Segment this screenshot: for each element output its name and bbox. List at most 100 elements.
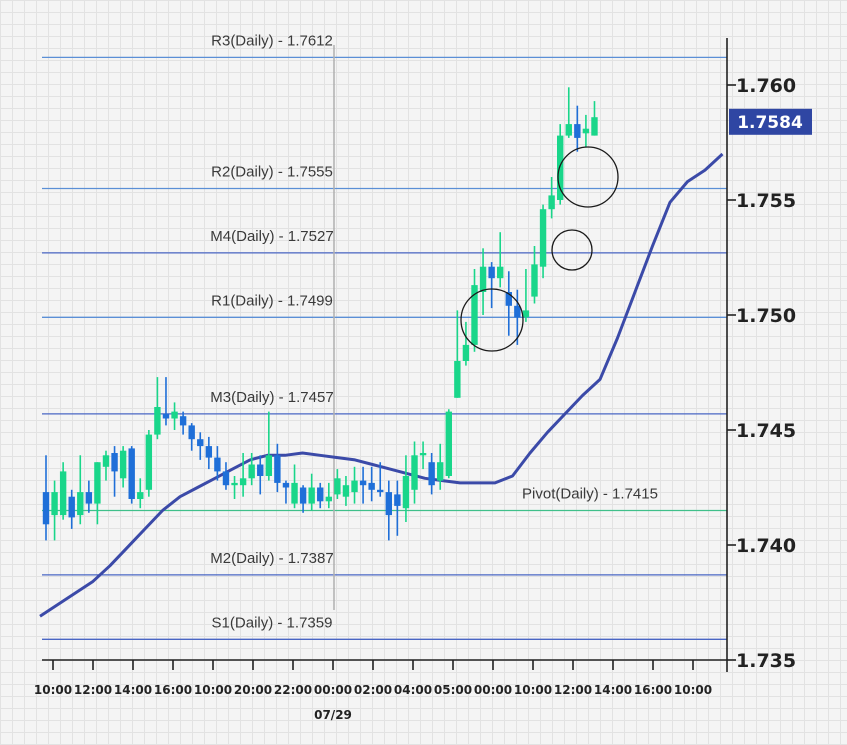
candle-body (154, 407, 161, 435)
candle-body (42, 492, 50, 525)
candle-body (454, 361, 461, 398)
x-axis: 10:00 12:00 14:00 16:00 10:00 20:00 22:00 00:00… (34, 659, 727, 722)
candle-body (385, 492, 392, 516)
candle-body (111, 453, 118, 472)
candle-body (548, 195, 555, 210)
candle-body (514, 305, 521, 318)
y-tick-label: 1.750 (736, 305, 796, 327)
level-label: M4(Daily) - 1.7527 (210, 228, 333, 245)
candle-body (359, 480, 367, 486)
candle-body (299, 487, 307, 504)
candle-body (188, 425, 195, 440)
candle-body (462, 344, 470, 361)
candle-body (557, 135, 564, 200)
candle-body (419, 453, 427, 456)
x-tick-label: 20:00 (234, 683, 272, 697)
candlesticks (42, 87, 598, 541)
highlight-circle (551, 229, 593, 271)
level-label: R3(Daily) - 1.7612 (211, 32, 333, 49)
x-tick-label: 14:00 (594, 683, 632, 697)
level-label: R2(Daily) - 1.7555 (211, 164, 333, 181)
candle-body (51, 492, 58, 516)
candle-body (351, 480, 358, 493)
candle-body (574, 124, 581, 138)
x-tick-label: 10:00 (34, 683, 72, 697)
candle-body (428, 462, 435, 486)
candle-body (591, 117, 598, 136)
candle-body (145, 434, 153, 490)
candle-body (77, 492, 84, 516)
candle-body (317, 487, 324, 502)
candle-body (394, 494, 401, 506)
candle-body (179, 416, 187, 426)
y-tick-label: 1.735 (736, 650, 796, 672)
candle-body (239, 478, 247, 486)
candle-body (128, 448, 135, 499)
x-tick-label: 00:00 (314, 683, 352, 697)
last-price-label: 1.7584 (737, 113, 803, 133)
x-tick-label: 12:00 (74, 683, 112, 697)
candle-body (342, 485, 350, 497)
x-tick-label: 05:00 (434, 683, 472, 697)
y-axis: 1.735 1.740 1.745 1.750 1.755 1.760 (726, 38, 796, 672)
candle-body (231, 482, 238, 486)
pivot-levels: R3(Daily) - 1.7612 R2(Daily) - 1.7555 M4(D… (42, 32, 727, 640)
candle-body (119, 450, 127, 479)
candle-body (291, 482, 298, 504)
candle-body (505, 292, 512, 306)
candle-body (171, 411, 178, 419)
candle-body (214, 457, 221, 472)
x-tick-label: 10:00 (194, 683, 232, 697)
level-label: Pivot(Daily) - 1.7415 (522, 486, 658, 503)
candle-body (471, 285, 478, 345)
highlight-circles (460, 146, 619, 352)
moving-average (39, 152, 724, 618)
candle-body (68, 496, 75, 518)
y-tick-label: 1.745 (736, 420, 796, 442)
candle-body (94, 462, 101, 504)
candle-body (368, 482, 375, 490)
last-price-box (729, 108, 812, 135)
level-label: M3(Daily) - 1.7457 (210, 389, 333, 406)
x-tick-label: 16:00 (154, 683, 192, 697)
last-price-badge: 1.7584 (729, 108, 812, 135)
x-tick-label: 04:00 (394, 683, 432, 697)
candle-body (308, 487, 315, 504)
candle-body (437, 462, 444, 481)
candle-body (522, 310, 530, 318)
candle-body (565, 124, 572, 136)
highlight-circle (460, 288, 524, 352)
level-label: R1(Daily) - 1.7499 (211, 292, 333, 309)
candle-body (222, 471, 230, 486)
x-date-label: 07/29 (314, 708, 352, 722)
candle-body (582, 128, 590, 134)
candle-body (411, 455, 418, 490)
candle-body (248, 464, 255, 479)
x-tick-label: 00:00 (474, 683, 512, 697)
candle-body (402, 476, 410, 509)
candle-body (205, 446, 213, 458)
y-tick-label: 1.740 (736, 535, 796, 557)
x-tick-label: 14:00 (114, 683, 152, 697)
candle-body (274, 455, 281, 483)
candle-body (479, 266, 487, 292)
moving-average-line (39, 152, 724, 618)
x-tick-label: 02:00 (354, 683, 392, 697)
candle-body (377, 489, 384, 493)
candle-body (162, 413, 170, 419)
y-tick-label: 1.760 (736, 75, 796, 97)
level-label: M2(Daily) - 1.7387 (210, 550, 333, 567)
candle-body (265, 455, 273, 476)
candle-body (497, 266, 504, 279)
candle-body (445, 411, 452, 476)
candle-body (102, 455, 110, 467)
candle-body (197, 439, 204, 447)
candle-body (85, 492, 93, 504)
highlight-circle (557, 146, 619, 208)
candle-body (257, 464, 264, 476)
candle-body (325, 496, 333, 502)
x-tick-label: 10:00 (514, 683, 552, 697)
candle-body (59, 471, 67, 516)
candle-body (334, 478, 341, 495)
y-tick-label: 1.755 (736, 190, 796, 212)
